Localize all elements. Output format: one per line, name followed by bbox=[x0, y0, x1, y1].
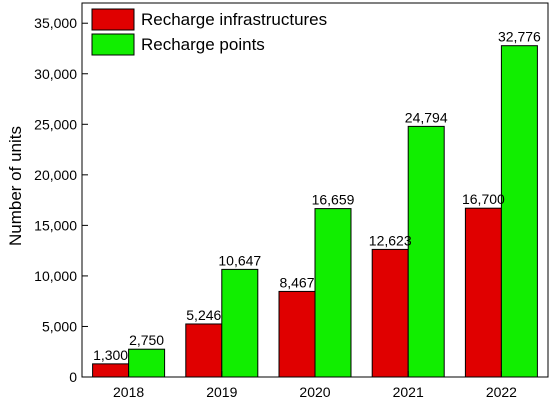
y-tick-label: 25,000 bbox=[34, 116, 77, 132]
x-tick-label: 2020 bbox=[299, 384, 330, 400]
bar-1-2021 bbox=[407, 125, 445, 378]
y-tick-label: 15,000 bbox=[34, 217, 77, 233]
bar-1-2018 bbox=[128, 348, 166, 378]
legend-swatch bbox=[91, 8, 135, 31]
y-tick-label: 20,000 bbox=[34, 167, 77, 183]
bar-value-label: 5,246 bbox=[186, 307, 221, 323]
bar-1-2020 bbox=[314, 208, 352, 378]
bar-value-label: 2,750 bbox=[129, 332, 164, 348]
legend-label: Recharge points bbox=[141, 35, 265, 54]
bar-0-2021 bbox=[371, 248, 409, 378]
bars-layer bbox=[92, 45, 538, 378]
bar-value-label: 24,794 bbox=[405, 109, 448, 125]
bar-1-2022 bbox=[500, 45, 538, 378]
legend-label: Recharge infrastructures bbox=[141, 10, 327, 29]
y-tick-label: 30,000 bbox=[34, 66, 77, 82]
y-axis-title: Number of units bbox=[6, 126, 25, 246]
bar-value-label: 32,776 bbox=[498, 29, 541, 45]
legend-swatch bbox=[91, 33, 135, 56]
bar-value-label: 10,647 bbox=[218, 252, 261, 268]
bar-value-label: 12,623 bbox=[369, 232, 412, 248]
bar-value-label: 1,300 bbox=[93, 347, 128, 363]
y-tick-label: 10,000 bbox=[34, 268, 77, 284]
bar-value-label: 16,700 bbox=[462, 191, 505, 207]
bar-value-label: 16,659 bbox=[312, 192, 355, 208]
bar-value-label: 8,467 bbox=[279, 274, 314, 290]
bar-1-2019 bbox=[221, 268, 259, 378]
x-tick-label: 2022 bbox=[486, 384, 517, 400]
legend: Recharge infrastructures Recharge points bbox=[91, 8, 327, 56]
y-tick-label: 0 bbox=[69, 369, 77, 385]
bar-0-2018 bbox=[92, 363, 130, 378]
x-tick-label: 2021 bbox=[393, 384, 424, 400]
y-tick-label: 5,000 bbox=[42, 318, 77, 334]
bar-0-2019 bbox=[185, 323, 223, 378]
bar-0-2022 bbox=[464, 207, 502, 378]
y-tick-label: 35,000 bbox=[34, 15, 77, 31]
bar-0-2020 bbox=[278, 290, 316, 378]
x-tick-label: 2018 bbox=[113, 384, 144, 400]
x-tick-label: 2019 bbox=[206, 384, 237, 400]
axes-layer: 0 5,000 10,000 15,000 20,000 25,000 30,000 35,0… bbox=[34, 2, 549, 400]
